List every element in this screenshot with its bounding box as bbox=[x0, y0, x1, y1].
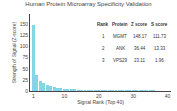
svg-text:40: 40 bbox=[165, 93, 171, 99]
svg-text:Rank: Rank bbox=[97, 22, 109, 27]
svg-text:Z score: Z score bbox=[131, 22, 148, 27]
svg-text:125: 125 bbox=[20, 32, 29, 38]
svg-text:10: 10 bbox=[62, 93, 68, 99]
svg-text:36.44: 36.44 bbox=[134, 46, 146, 51]
svg-text:VPS29: VPS29 bbox=[113, 58, 128, 63]
svg-text:1.96: 1.96 bbox=[155, 58, 164, 63]
svg-text:0: 0 bbox=[25, 88, 28, 94]
svg-text:Human Protein Microarray Speci: Human Protein Microarray Specificity Val… bbox=[25, 1, 151, 7]
svg-text:2: 2 bbox=[102, 46, 105, 51]
svg-text:MGMT: MGMT bbox=[113, 34, 127, 39]
svg-text:13.33: 13.33 bbox=[154, 46, 166, 51]
svg-text:20: 20 bbox=[96, 93, 102, 99]
svg-text:150: 150 bbox=[20, 21, 29, 27]
svg-text:Signal Rank (Top 40): Signal Rank (Top 40) bbox=[77, 99, 124, 105]
svg-text:75: 75 bbox=[22, 54, 28, 60]
svg-text:S score: S score bbox=[151, 22, 168, 27]
svg-text:50: 50 bbox=[22, 66, 28, 72]
svg-text:Protein: Protein bbox=[112, 22, 128, 27]
svg-text:100: 100 bbox=[20, 43, 29, 49]
svg-text:111.73: 111.73 bbox=[153, 34, 167, 39]
svg-text:30: 30 bbox=[130, 93, 136, 99]
svg-text:ANK: ANK bbox=[116, 46, 125, 51]
svg-text:1: 1 bbox=[102, 34, 105, 39]
svg-text:23.11: 23.11 bbox=[134, 58, 145, 63]
svg-text:1: 1 bbox=[32, 93, 35, 99]
svg-text:148.17: 148.17 bbox=[133, 34, 147, 39]
svg-text:Strength of Signal (Z-score): Strength of Signal (Z-score) bbox=[11, 21, 17, 83]
svg-text:25: 25 bbox=[22, 77, 28, 83]
svg-text:3: 3 bbox=[102, 58, 105, 63]
